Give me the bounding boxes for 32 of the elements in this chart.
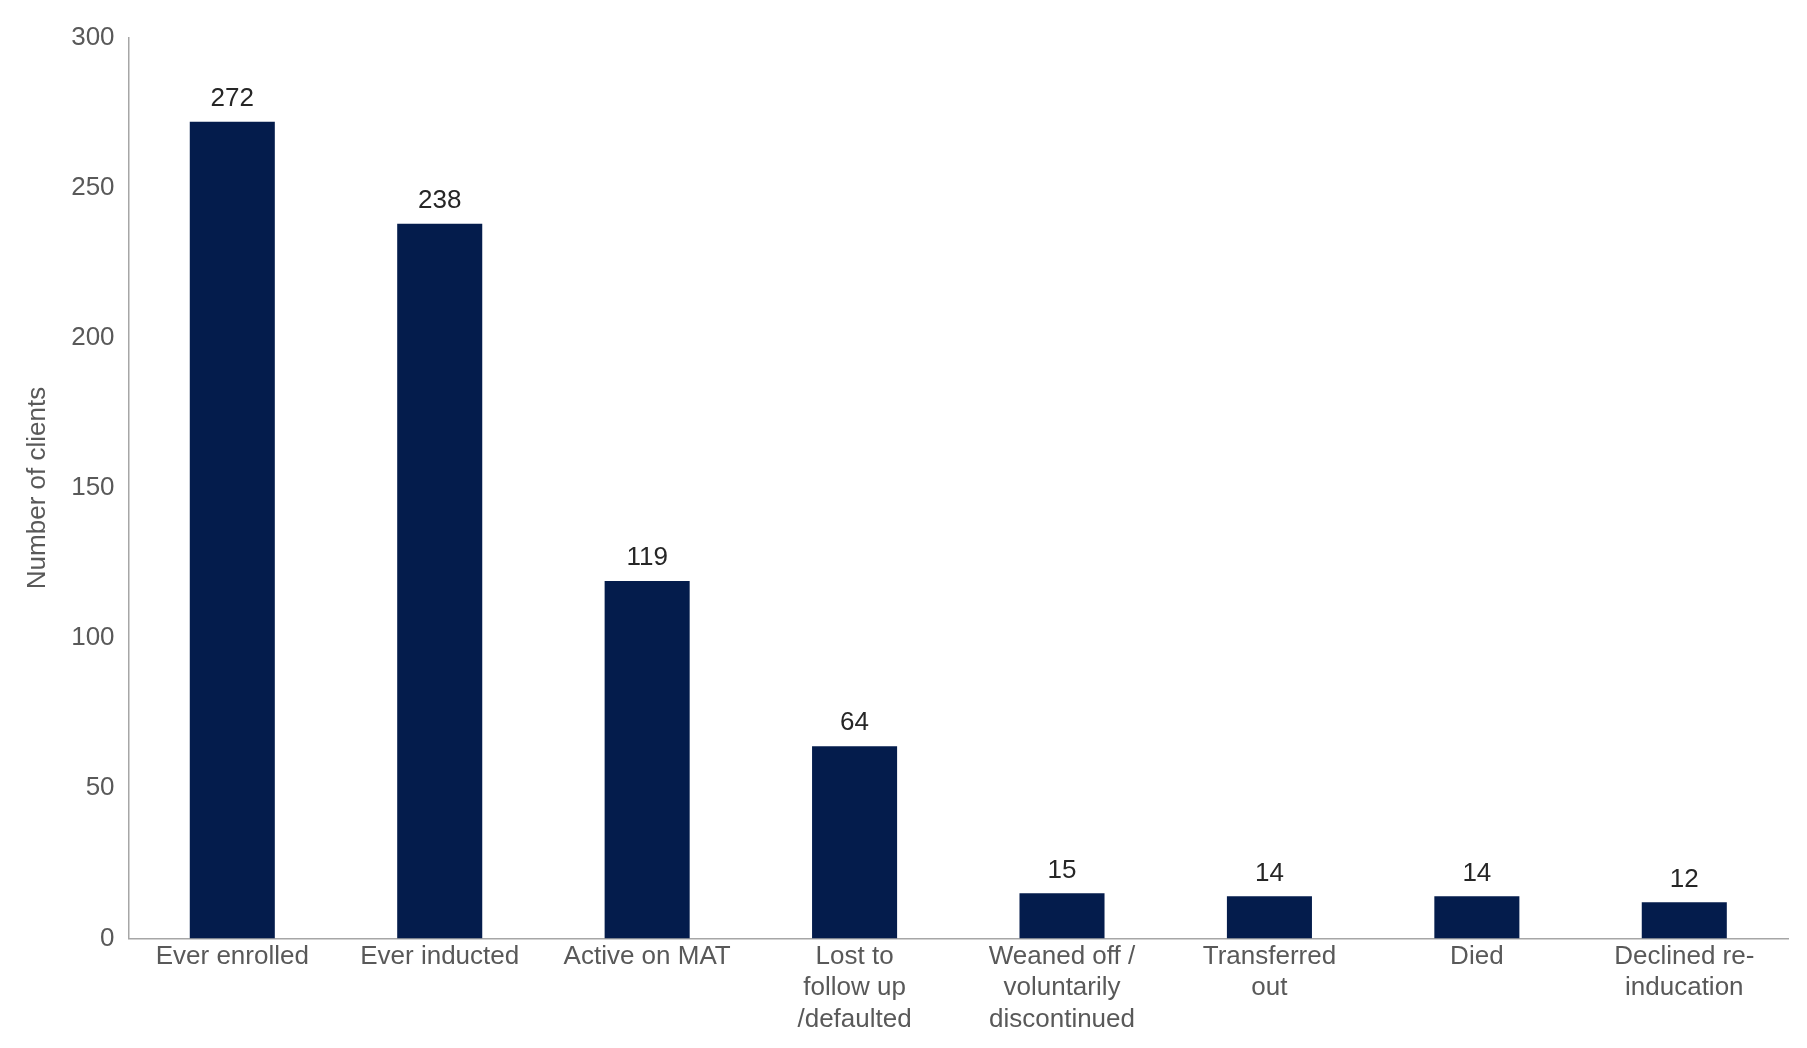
bar: [1226, 896, 1312, 939]
y-axis-title: Number of clients: [20, 386, 51, 590]
x-tick-label: Died: [1450, 940, 1504, 971]
data-label: 15: [1047, 853, 1077, 884]
y-tick-label: 100: [71, 621, 115, 652]
y-tick-label: 0: [100, 921, 115, 952]
data-label: 238: [418, 183, 462, 214]
data-label: 14: [1254, 856, 1284, 887]
bar: [397, 223, 483, 939]
bar: [1641, 902, 1727, 939]
x-tick-label: Active on MAT: [563, 940, 731, 971]
bar: [1019, 893, 1105, 939]
x-tick-label: Ever enrolled: [155, 940, 309, 971]
y-tick-label: 150: [71, 471, 115, 502]
y-tick-label: 300: [71, 20, 115, 51]
bar: [812, 746, 898, 939]
bar: [604, 581, 690, 939]
data-label: 272: [210, 81, 254, 112]
x-tick-label: Transferred out: [1202, 940, 1337, 1002]
x-tick-label: Declined re-inducation: [1614, 940, 1755, 1002]
data-label: 64: [840, 706, 870, 737]
x-tick-label: Weaned off / voluntarily discontinued: [988, 940, 1137, 1033]
y-tick-label: 200: [71, 321, 115, 352]
y-tick-label: 250: [71, 170, 115, 201]
x-tick-label: Lost to follow up /defaulted: [797, 940, 912, 1033]
bar: [189, 121, 275, 939]
x-tick-label: Ever inducted: [360, 940, 520, 971]
y-tick-label: 50: [85, 771, 115, 802]
data-label: 14: [1462, 856, 1492, 887]
data-label: 12: [1669, 862, 1699, 893]
data-label: 119: [626, 541, 668, 572]
bar: [1434, 896, 1520, 939]
